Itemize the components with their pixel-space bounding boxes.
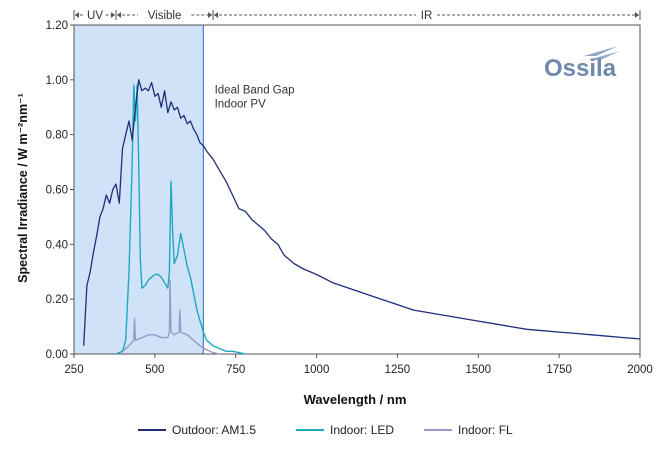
logo-wing-icon (584, 46, 620, 60)
y-axis-ticks: 0.00 0.20 0.40 0.60 0.80 1.00 1.20 (46, 20, 74, 361)
region-label: Visible (148, 10, 182, 22)
region-arrowhead-icon (208, 12, 213, 18)
series-line-1 (83, 79, 641, 346)
y-tick-label: 1.00 (46, 75, 68, 87)
series-line-2 (115, 84, 246, 355)
y-tick-label: 0.40 (46, 239, 68, 251)
region-arrowhead-icon (111, 12, 116, 18)
y-tick-label: 0.60 (46, 185, 68, 197)
y-tick-label: 0.20 (46, 294, 68, 306)
spectral-region-bar: UV Visible IR (73, 10, 641, 22)
band-gap-annotation-line-1: Ideal Band Gap (215, 85, 295, 97)
legend-label: Outdoor: AM1.5 (172, 423, 256, 437)
band-gap-annotation-line-2: Indoor PV (215, 99, 266, 111)
ossila-logo: Ossila (544, 46, 620, 82)
logo-text: Ossila (544, 55, 617, 82)
legend-label: Indoor: FL (458, 423, 513, 437)
x-tick-label: 750 (226, 364, 245, 376)
region-arrowhead-icon (117, 12, 122, 18)
y-tick-label: 0.00 (46, 349, 68, 361)
legend: Outdoor: AM1.5 Indoor: LED Indoor: FL (138, 423, 513, 437)
region-arrowhead-icon (214, 12, 219, 18)
legend-label: Indoor: LED (330, 423, 394, 437)
series-line-3 (115, 279, 220, 355)
region-label: IR (421, 10, 433, 22)
x-tick-label: 500 (145, 364, 164, 376)
y-axis-label: Spectral Irradiance / W m⁻²nm⁻¹ (16, 93, 30, 283)
x-axis-label: Wavelength / nm (304, 392, 407, 407)
y-tick-label: 0.80 (46, 130, 68, 142)
x-tick-label: 250 (64, 364, 83, 376)
x-tick-label: 1000 (304, 364, 330, 376)
region-arrowhead-icon (75, 12, 79, 18)
x-tick-label: 2000 (627, 364, 653, 376)
x-tick-label: 1750 (546, 364, 572, 376)
region-arrowhead-icon (635, 12, 639, 18)
y-tick-label: 1.20 (46, 20, 68, 32)
x-axis-ticks: 250 500 750 1000 1250 1500 1750 2000 (64, 354, 653, 376)
region-label: UV (87, 10, 103, 22)
series-layer (83, 79, 641, 355)
x-tick-label: 1250 (385, 364, 411, 376)
x-tick-label: 1500 (465, 364, 491, 376)
